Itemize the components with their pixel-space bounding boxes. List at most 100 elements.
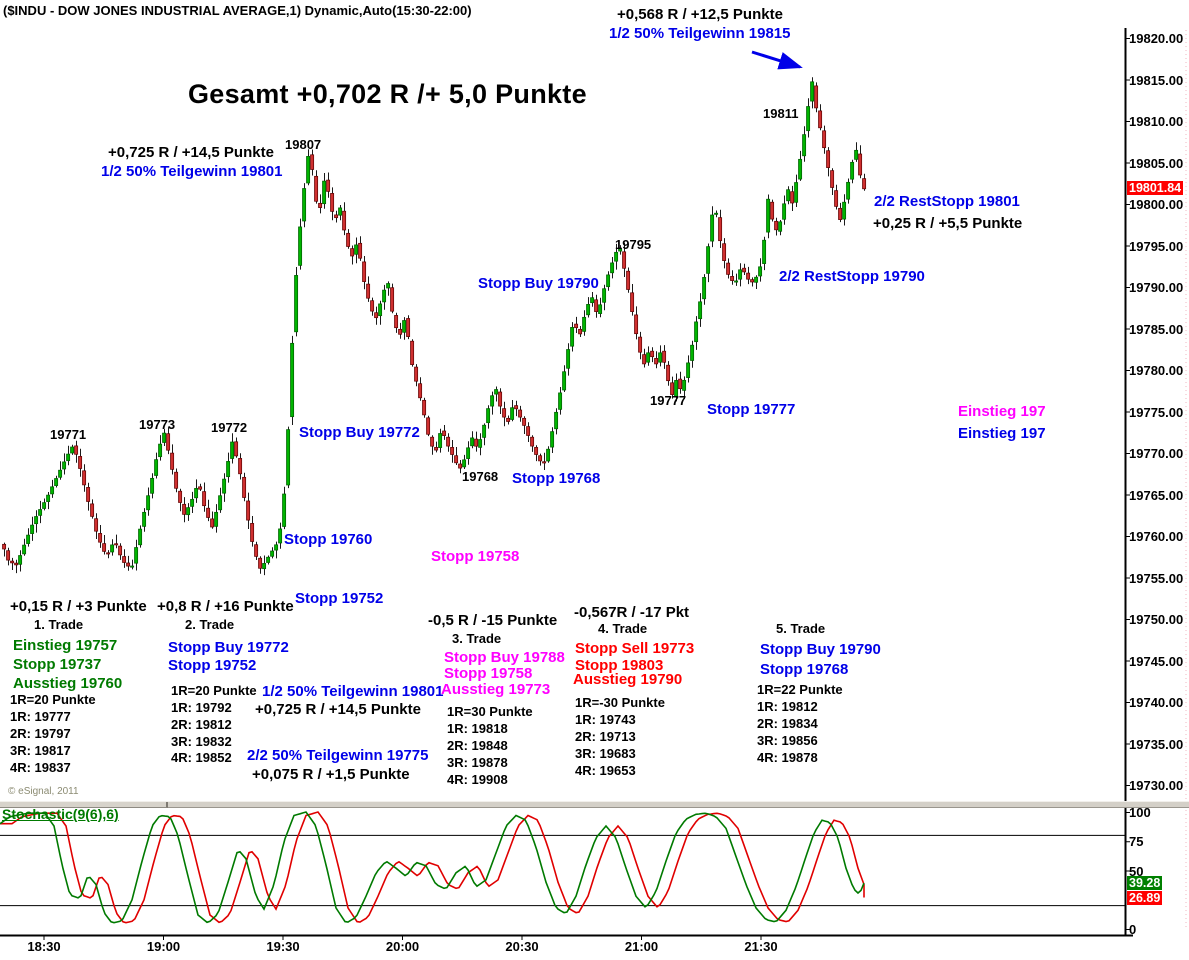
candle-body bbox=[430, 436, 435, 447]
chart-annotation: 1R: 19792 bbox=[171, 700, 232, 715]
candle-body bbox=[650, 350, 655, 358]
chart-annotation: 19807 bbox=[285, 137, 322, 152]
chart-annotation: 2R: 19848 bbox=[447, 738, 508, 753]
candle-body bbox=[846, 181, 851, 200]
candle-body bbox=[714, 212, 719, 215]
chart-annotation: -0,567R / -17 Pkt bbox=[574, 604, 690, 621]
candle-body bbox=[726, 262, 731, 275]
chart-annotation: 3R: 19878 bbox=[447, 755, 508, 770]
candle-body bbox=[758, 266, 763, 277]
candle-body bbox=[166, 433, 171, 451]
candle-body bbox=[274, 544, 279, 551]
time-tick-label: 19:00 bbox=[146, 939, 181, 954]
candle-body bbox=[602, 288, 607, 303]
candle-body bbox=[562, 371, 567, 391]
candle-body bbox=[54, 478, 59, 486]
candle-body bbox=[858, 153, 863, 176]
candle-body bbox=[86, 487, 91, 502]
candle-body bbox=[122, 556, 127, 563]
candle-body bbox=[114, 543, 119, 546]
candle-body bbox=[790, 191, 795, 204]
chart-annotation: -0,5 R / -15 Punkte bbox=[428, 612, 558, 629]
candle-body bbox=[62, 461, 67, 470]
chart-annotation: 3R: 19817 bbox=[10, 743, 71, 758]
candle-body bbox=[658, 352, 663, 363]
candle-body bbox=[810, 81, 815, 102]
candle-body bbox=[182, 503, 187, 515]
stochastic-tick-label: 75 bbox=[1129, 834, 1144, 850]
chart-annotation: +0,25 R / +5,5 Punkte bbox=[873, 215, 1023, 232]
candle-body bbox=[626, 270, 631, 290]
panel-divider-handle[interactable] bbox=[0, 802, 168, 808]
candle-body bbox=[422, 399, 427, 416]
candle-body bbox=[434, 447, 439, 451]
candle-body bbox=[350, 248, 355, 257]
candle-body bbox=[230, 441, 235, 459]
candle-body bbox=[782, 203, 787, 220]
candle-body bbox=[302, 188, 307, 222]
candle-body bbox=[190, 498, 195, 507]
candle-body bbox=[502, 408, 507, 418]
price-tick-label: 19805.00 bbox=[1129, 155, 1184, 171]
panel-divider[interactable] bbox=[0, 801, 1189, 808]
candle-body bbox=[850, 161, 855, 180]
candle-body bbox=[174, 471, 179, 489]
candle-body bbox=[366, 283, 371, 299]
chart-annotation: Einstieg 197 bbox=[958, 403, 1046, 420]
candle-body bbox=[234, 441, 239, 457]
stochastic-tick-label: 50 bbox=[1129, 863, 1144, 879]
price-tick-label: 19820.00 bbox=[1129, 31, 1184, 46]
candle-body bbox=[362, 261, 367, 282]
candle-body bbox=[330, 193, 335, 212]
candle-body bbox=[214, 511, 219, 527]
candle-body bbox=[862, 178, 867, 190]
candle-body bbox=[262, 563, 267, 570]
candle-body bbox=[690, 344, 695, 361]
candle-body bbox=[294, 275, 299, 333]
candle-body bbox=[74, 445, 79, 455]
candle-body bbox=[686, 362, 691, 378]
candle-body bbox=[514, 405, 519, 410]
chart-annotation: 3R: 19683 bbox=[575, 746, 636, 761]
candle-body bbox=[474, 438, 479, 447]
candle-body bbox=[742, 267, 747, 273]
candle-body bbox=[110, 544, 115, 553]
candle-body bbox=[134, 547, 139, 564]
chart-annotation: Ausstieg 19760 bbox=[13, 675, 123, 692]
candle-body bbox=[822, 130, 827, 149]
chart-annotation: Einstieg 197 bbox=[958, 425, 1046, 442]
time-tick-label: 21:00 bbox=[624, 939, 659, 954]
candle-body bbox=[410, 340, 415, 365]
chart-annotation: 2R: 19713 bbox=[575, 729, 636, 744]
candle-body bbox=[18, 555, 23, 565]
candle-body bbox=[606, 274, 611, 288]
chart-annotation: 2R: 19834 bbox=[757, 716, 818, 731]
candle-body bbox=[326, 179, 331, 192]
candle-body bbox=[258, 557, 263, 569]
candle-body bbox=[94, 518, 99, 532]
stochastic-d-line bbox=[0, 811, 865, 924]
candle-body bbox=[534, 447, 539, 455]
candle-body bbox=[170, 452, 175, 470]
price-tick-label: 19785.00 bbox=[1129, 321, 1184, 337]
candle-body bbox=[542, 461, 547, 464]
chart-annotation: Stopp Buy 19788 bbox=[444, 649, 565, 666]
candle-body bbox=[90, 503, 95, 517]
candle-body bbox=[358, 242, 363, 259]
price-tick-label: 19790.00 bbox=[1129, 280, 1184, 295]
candle-body bbox=[158, 443, 163, 458]
candle-body bbox=[470, 437, 475, 447]
candle-body bbox=[610, 262, 615, 274]
esignal-copyright: © eSignal, 2011 bbox=[8, 786, 79, 797]
candle-body bbox=[654, 358, 659, 365]
chart-annotation: 1R: 19777 bbox=[10, 709, 71, 724]
candle-body bbox=[566, 349, 571, 369]
chart-annotation: Stopp Sell 19773 bbox=[575, 640, 695, 657]
candle-body bbox=[218, 495, 223, 511]
price-tick-label: 19740.00 bbox=[1129, 695, 1184, 710]
candle-body bbox=[594, 299, 599, 312]
stochastic-k-line bbox=[0, 811, 865, 924]
candle-body bbox=[238, 458, 243, 475]
candle-body bbox=[442, 430, 447, 436]
